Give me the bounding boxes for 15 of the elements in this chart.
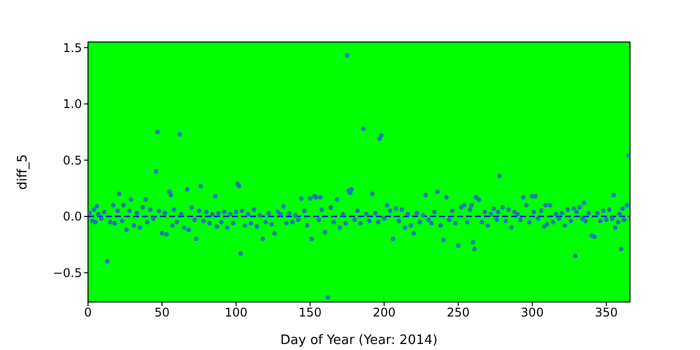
x-axis-title: Day of Year (Year: 2014) bbox=[280, 333, 438, 348]
y-tick-label: 1.5 bbox=[62, 40, 82, 55]
x-tick-label: 0 bbox=[84, 306, 92, 320]
x-tick-label: 250 bbox=[446, 306, 470, 320]
x-tick-label: 300 bbox=[520, 306, 544, 320]
x-tick-label: 50 bbox=[154, 306, 170, 320]
y-axis-title: diff_5 bbox=[16, 154, 31, 190]
y-tick-label: 1.0 bbox=[62, 97, 82, 112]
x-tick-label: 150 bbox=[298, 306, 322, 320]
x-tick-label: 200 bbox=[372, 306, 396, 320]
x-tick-label: 350 bbox=[594, 306, 618, 320]
x-tick-label: 100 bbox=[224, 306, 248, 320]
y-tick-label: −0.5 bbox=[52, 266, 82, 280]
y-tick-label: 0.5 bbox=[62, 153, 82, 168]
y-tick-label: 0.0 bbox=[62, 210, 82, 224]
